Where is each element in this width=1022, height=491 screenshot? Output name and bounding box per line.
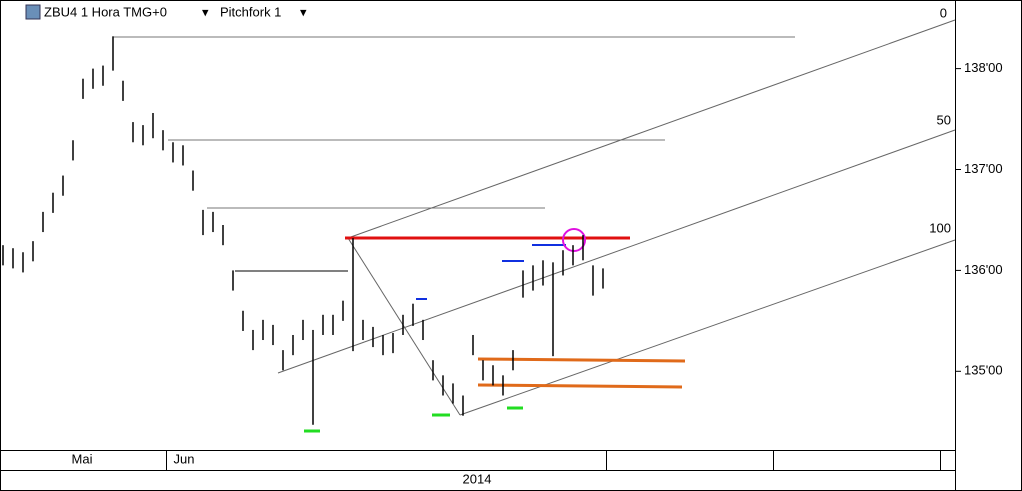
y-tick-label: 135'00 xyxy=(964,363,1003,378)
y-tick-label: 136'00 xyxy=(964,262,1003,277)
level-label: 50 xyxy=(937,112,951,127)
level-label: 100 xyxy=(929,220,951,235)
drawings xyxy=(113,19,956,433)
support-line xyxy=(477,383,683,389)
pitchfork-line xyxy=(277,129,956,374)
month-label: Jun xyxy=(174,451,195,466)
study-title[interactable]: Pitchfork 1 xyxy=(220,4,281,19)
y-tick-label: 138'00 xyxy=(964,60,1003,75)
dropdown-arrow[interactable]: ▾ xyxy=(202,4,209,19)
dropdown-arrow[interactable]: ▾ xyxy=(300,4,307,19)
level-label: 0 xyxy=(940,5,947,20)
y-tick-label: 137'00 xyxy=(964,161,1003,176)
year-label: 2014 xyxy=(463,471,492,486)
month-label: Mai xyxy=(72,451,93,466)
symbol-title[interactable]: ZBU4 1 Hora TMG+0 xyxy=(44,4,167,19)
pitchfork-line xyxy=(347,237,461,416)
pitchfork-line xyxy=(347,19,956,239)
support-line xyxy=(477,357,686,363)
highlight-circle xyxy=(562,228,586,252)
symbol-icon[interactable] xyxy=(25,4,41,20)
